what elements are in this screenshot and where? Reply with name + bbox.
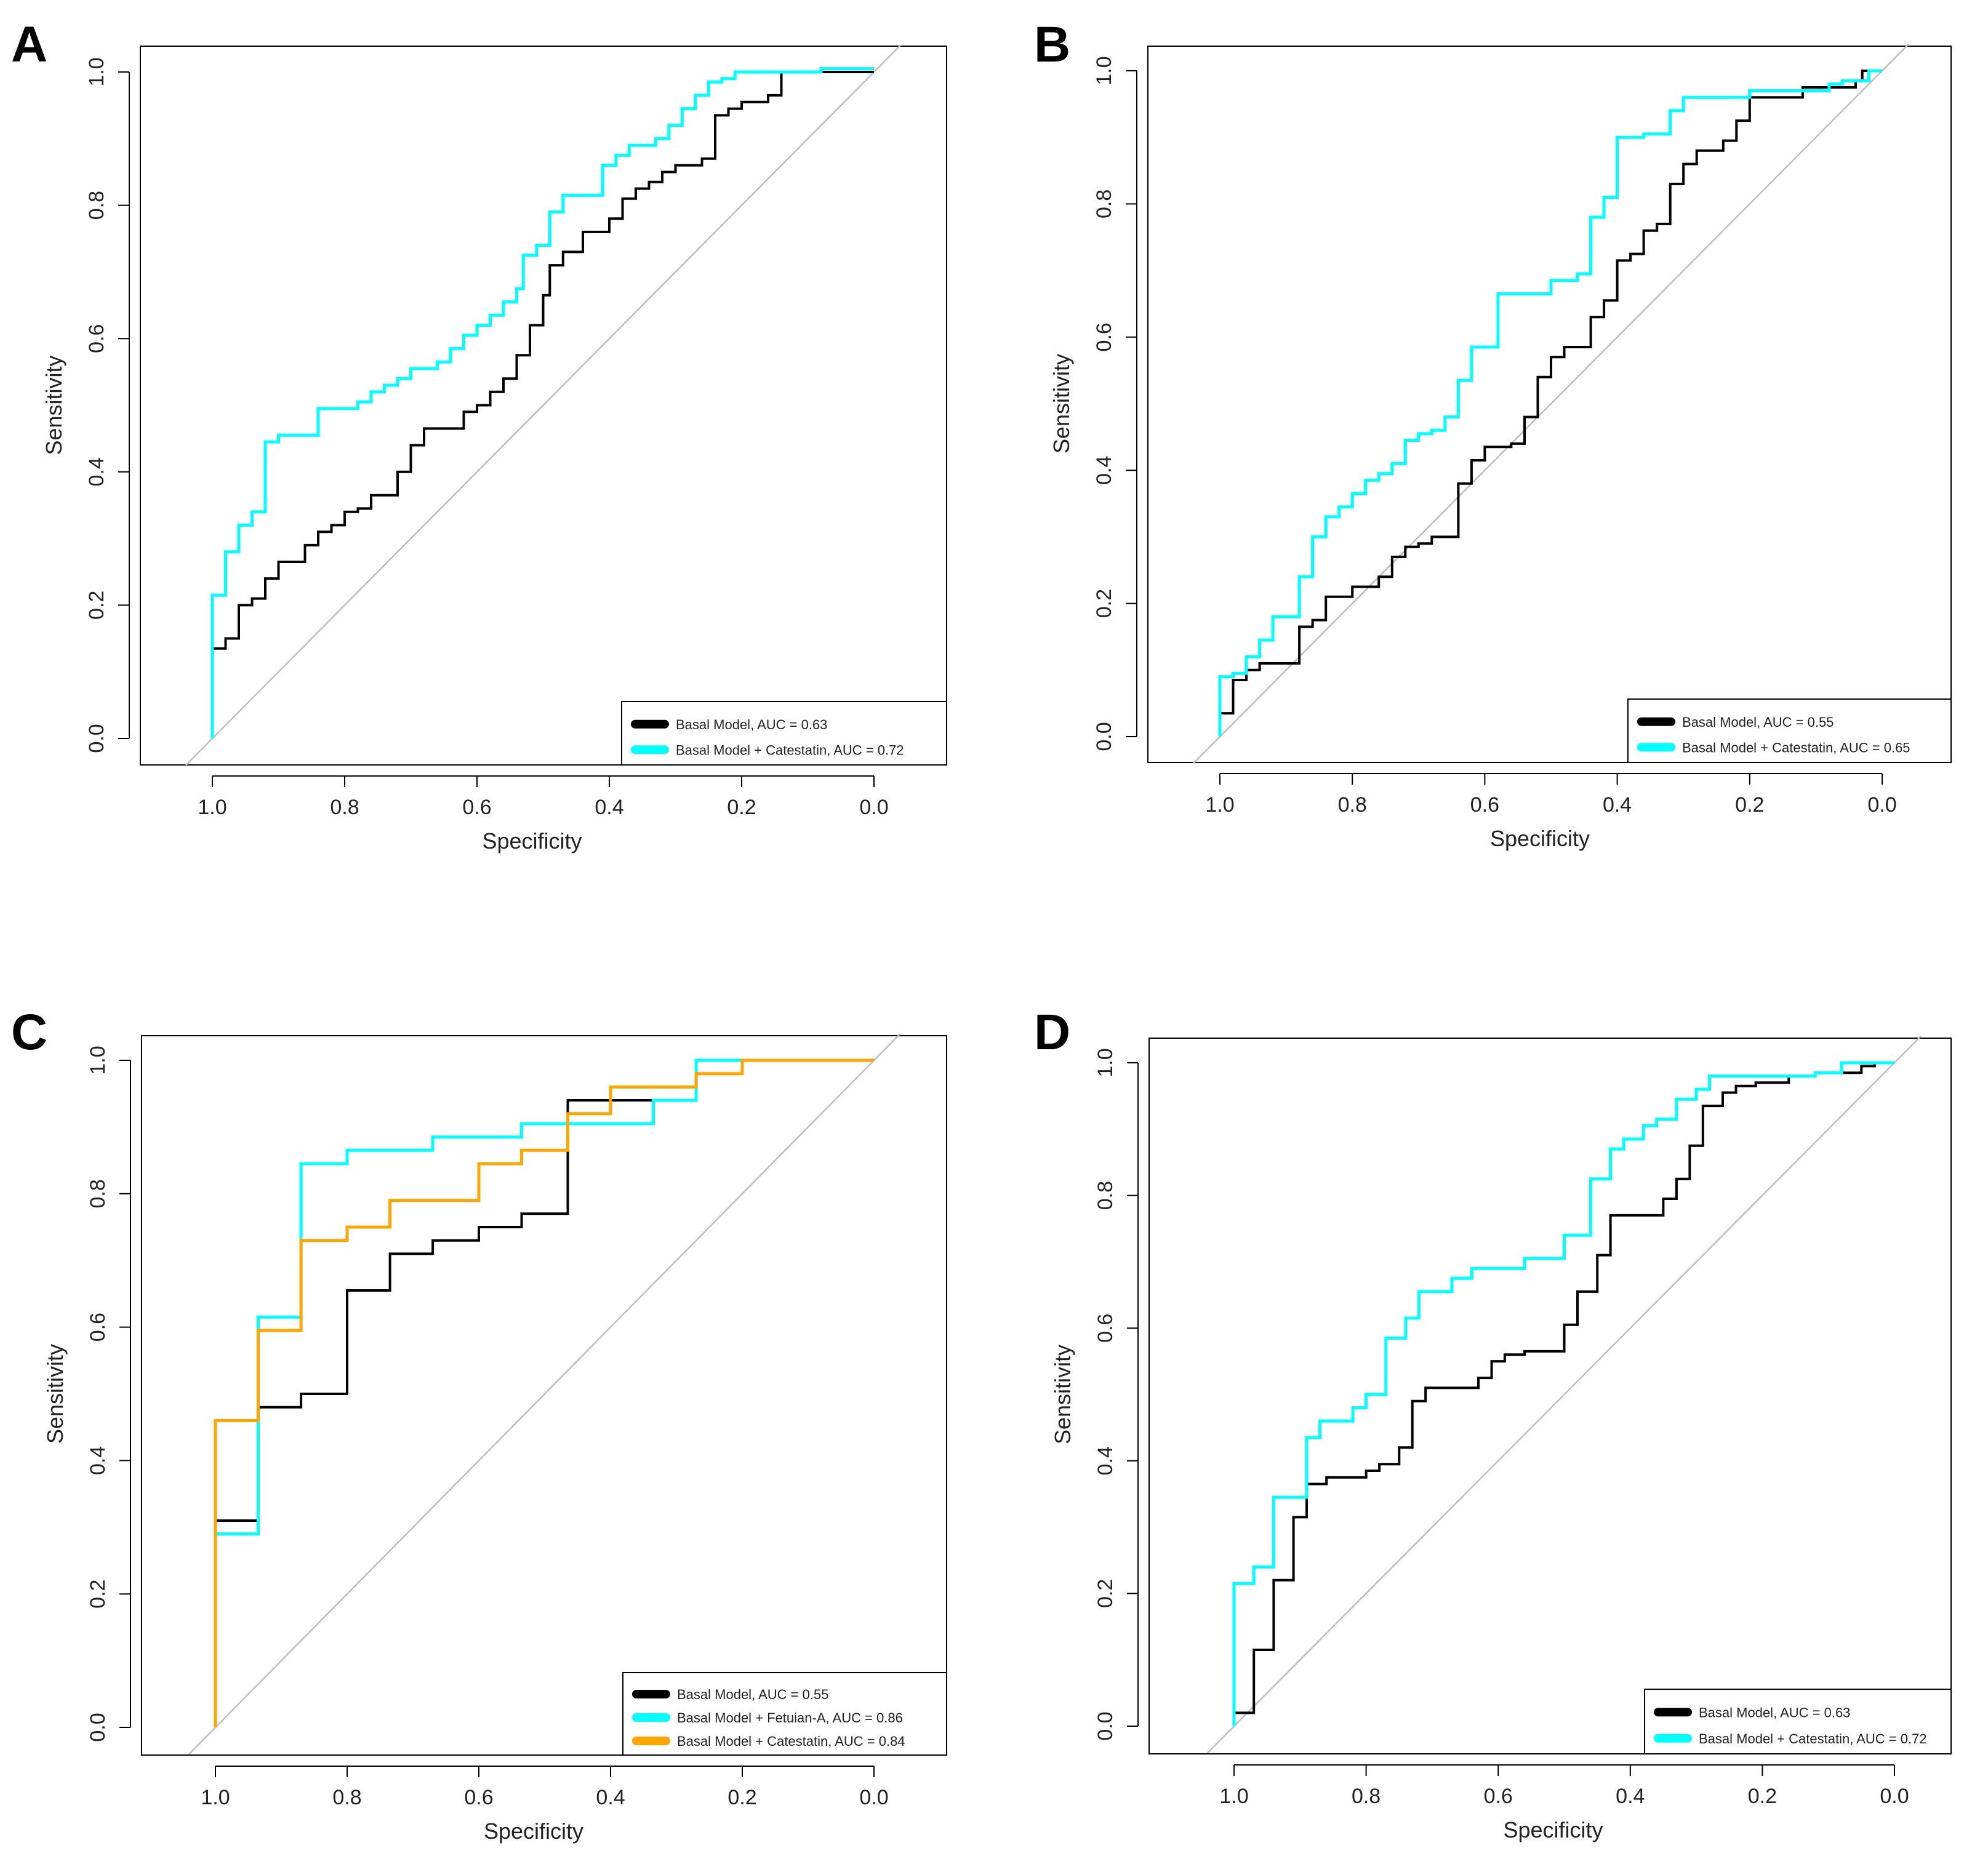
x-tick-label: 0.8 — [1338, 793, 1367, 817]
y-axis-title: Sensitivity — [41, 355, 66, 455]
y-axis-title: Sensitivity — [42, 1344, 68, 1444]
panel-d: D 1.0 0.8 0.6 0.4 0.2 0.0 Specificity 0.0 0.2 0.4 0… — [1034, 1004, 1952, 1842]
plot-frame — [1147, 46, 1952, 763]
legend-label: Basal Model, AUC = 0.63 — [1699, 1705, 1850, 1720]
panel-c: C 1.0 0.8 0.6 0.4 0.2 0.0 Specificity 0.0 0.2 0.4 0… — [11, 1004, 947, 1844]
y-axis-title: Sensitivity — [1050, 1345, 1075, 1444]
x-tick-label: 0.2 — [1735, 793, 1764, 817]
y-tick-label: 0.8 — [86, 1179, 110, 1208]
x-tick-label: 0.2 — [1748, 1785, 1777, 1808]
x-tick-label: 1.0 — [201, 1786, 230, 1809]
x-tick-label: 0.6 — [464, 1786, 493, 1809]
x-axis-title: Specificity — [482, 828, 582, 854]
legend-label: Basal Model, AUC = 0.63 — [676, 717, 827, 732]
y-tick-label: 0.6 — [86, 1313, 110, 1342]
panel-b: B 1.0 0.8 0.6 0.4 0.2 0.0 Specificity 0.0 0.2 0.4 0… — [1034, 17, 1952, 851]
y-tick-label: 0.8 — [1092, 190, 1116, 218]
roc-curve-series-2 — [1232, 1061, 1894, 1726]
roc-curve-series-1 — [1233, 1062, 1894, 1726]
panel-letter: C — [11, 1004, 47, 1060]
roc-curve-series-1 — [1219, 70, 1882, 737]
y-axis-title: Sensitivity — [1049, 354, 1074, 454]
y-tick-label: 0.0 — [1094, 1711, 1117, 1740]
legend-label: Basal Model, AUC = 0.55 — [677, 1687, 828, 1702]
y-tick-label: 0.0 — [85, 724, 108, 753]
legend-label: Basal Model + Fetuian-A, AUC = 0.86 — [677, 1710, 903, 1726]
x-tick-label: 1.0 — [1205, 793, 1234, 817]
legend-label: Basal Model + Catestatin, AUC = 0.84 — [677, 1734, 905, 1749]
legend: Basal Model, AUC = 0.55 Basal Model + Fet… — [622, 1672, 947, 1756]
y-tick-label: 0.6 — [1092, 322, 1116, 351]
x-tick-label: 0.0 — [1867, 793, 1896, 817]
x-tick-label: 0.4 — [596, 1786, 625, 1809]
legend-box — [622, 1672, 947, 1756]
y-tick-label: 0.2 — [1092, 589, 1116, 618]
roc-curve-series-1 — [214, 1099, 654, 1727]
legend: Basal Model, AUC = 0.63 Basal Model + Cat… — [1644, 1689, 1952, 1754]
y-tick-label: 0.2 — [86, 1580, 110, 1609]
y-tick-label: 0.4 — [85, 457, 108, 486]
chance-diagonal — [1193, 43, 1909, 764]
y-tick-label: 1.0 — [1092, 56, 1116, 85]
x-tick-label: 0.0 — [859, 1786, 888, 1809]
legend-label: Basal Model + Catestatin, AUC = 0.72 — [1699, 1731, 1927, 1746]
x-axis-title: Specificity — [1490, 826, 1590, 851]
legend-label: Basal Model + Catestatin, AUC = 0.65 — [1682, 740, 1910, 755]
x-tick-label: 0.4 — [1616, 1785, 1645, 1808]
x-tick-label: 0.4 — [595, 796, 623, 819]
legend-box — [621, 701, 947, 766]
roc-curve-series-1 — [211, 71, 874, 738]
y-tick-label: 0.4 — [1094, 1446, 1117, 1475]
x-tick-label: 0.8 — [330, 796, 359, 819]
x-tick-label: 0.6 — [1470, 793, 1499, 817]
y-tick-label: 1.0 — [86, 1046, 110, 1074]
chance-diagonal — [188, 1033, 901, 1755]
x-tick-label: 0.0 — [859, 796, 888, 819]
legend: Basal Model, AUC = 0.63 Basal Model + Cat… — [621, 701, 947, 766]
x-tick-label: 1.0 — [1219, 1785, 1248, 1808]
y-tick-label: 0.8 — [85, 191, 108, 220]
y-tick-label: 0.0 — [86, 1713, 110, 1742]
y-tick-label: 1.0 — [85, 57, 108, 86]
y-tick-label: 0.2 — [1094, 1579, 1117, 1608]
legend-label: Basal Model + Catestatin, AUC = 0.72 — [676, 742, 904, 758]
plot-frame — [140, 46, 947, 766]
y-tick-label: 0.2 — [85, 591, 108, 620]
roc-curve-series-2 — [210, 67, 874, 738]
legend-label: Basal Model, AUC = 0.55 — [1682, 714, 1834, 730]
y-tick-label: 0.4 — [86, 1446, 110, 1475]
x-tick-label: 0.4 — [1603, 793, 1632, 817]
y-tick-label: 1.0 — [1094, 1048, 1117, 1077]
roc-curve-series-2 — [1218, 69, 1882, 737]
y-tick-label: 0.6 — [1094, 1314, 1117, 1343]
x-tick-label: 0.2 — [727, 1786, 756, 1809]
legend: Basal Model, AUC = 0.55 Basal Model + Cat… — [1627, 698, 1952, 763]
plot-frame — [1148, 1038, 1952, 1754]
y-tick-label: 0.8 — [1094, 1181, 1117, 1210]
panel-letter: D — [1034, 1004, 1070, 1060]
x-tick-label: 0.0 — [1880, 1785, 1909, 1808]
x-tick-label: 0.8 — [1352, 1785, 1381, 1808]
x-tick-label: 0.8 — [332, 1786, 361, 1809]
y-tick-label: 0.6 — [85, 324, 108, 353]
chance-diagonal — [185, 44, 901, 766]
x-tick-label: 1.0 — [198, 796, 226, 819]
legend-box — [1627, 698, 1952, 763]
plot-frame — [141, 1035, 947, 1756]
panel-letter: B — [1034, 17, 1070, 73]
x-tick-label: 0.2 — [727, 796, 756, 819]
y-tick-label: 0.4 — [1092, 456, 1116, 485]
x-axis-title: Specificity — [484, 1818, 583, 1844]
chance-diagonal — [1207, 1035, 1922, 1754]
x-axis-title: Specificity — [1503, 1817, 1603, 1842]
panel-letter: A — [11, 17, 47, 73]
y-tick-label: 0.0 — [1092, 722, 1116, 751]
roc-curve-series-3 — [214, 1058, 874, 1727]
x-tick-label: 0.6 — [462, 796, 491, 819]
panel-a: A 1.0 0.8 0.6 0.4 0.2 0.0 Specificity 0.0 0.2 0.4 0… — [11, 17, 947, 854]
x-tick-label: 0.6 — [1484, 1785, 1513, 1808]
legend-box — [1644, 1689, 1952, 1754]
